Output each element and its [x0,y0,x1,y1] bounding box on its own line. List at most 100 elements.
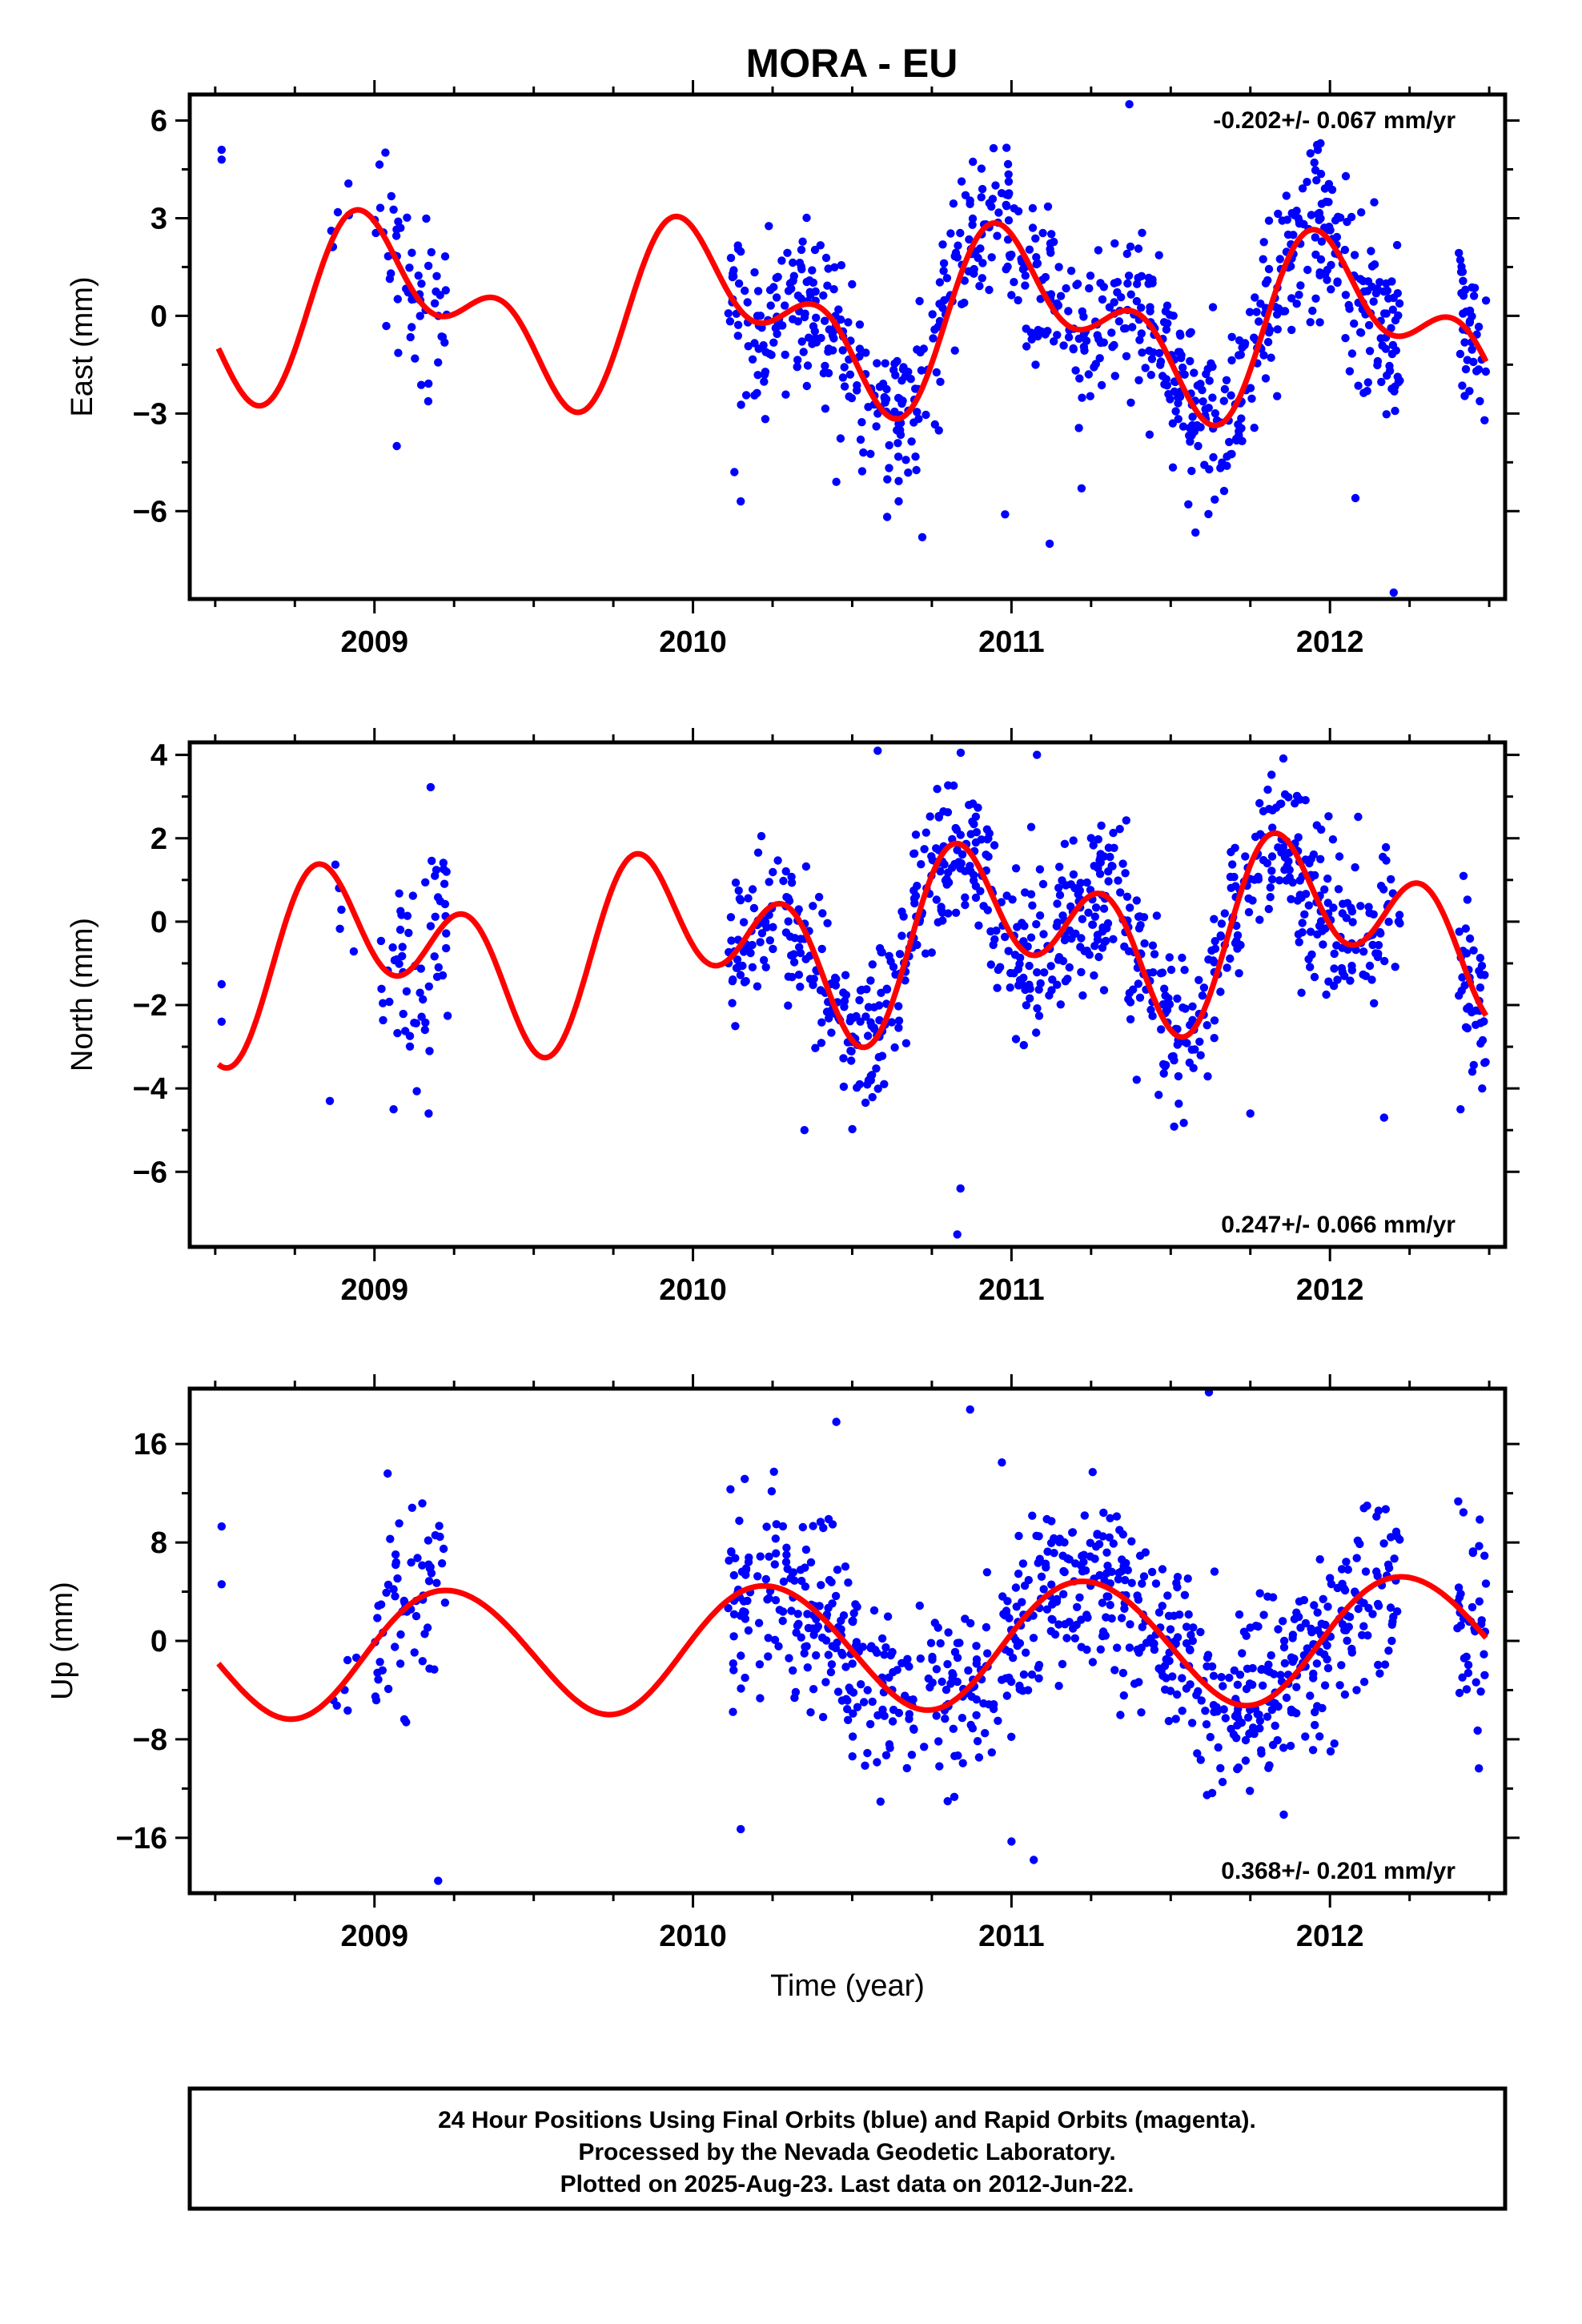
data-point [408,323,416,332]
data-point [1195,975,1203,985]
data-point [1292,300,1301,308]
data-point [1006,983,1014,992]
data-point [1186,1630,1195,1639]
data-point [827,1660,837,1669]
data-point [379,999,387,1007]
data-point [439,1544,448,1554]
data-point [395,889,404,898]
data-point [1078,991,1087,1000]
data-point [994,208,1003,217]
data-point [790,934,800,943]
data-point [973,1737,982,1746]
data-point [759,955,769,965]
data-point [790,1693,799,1703]
data-point [1476,1515,1484,1524]
data-point [812,313,821,322]
data-point [737,497,745,506]
data-point [853,1703,862,1711]
data-point [753,848,763,857]
data-point [946,229,955,238]
data-point [1148,1011,1157,1020]
data-point [1265,1667,1275,1676]
data-point [750,267,759,277]
y-tick-label: −6 [133,495,167,529]
data-point [1237,436,1246,445]
data-point [1198,991,1207,1000]
data-point [1066,267,1076,275]
data-point [987,1748,997,1757]
data-point [1180,370,1189,379]
data-point [797,245,806,255]
data-point [983,906,993,915]
data-point [1099,904,1109,913]
data-point [1149,968,1158,977]
data-point [1320,1681,1330,1690]
data-point [998,1592,1007,1601]
data-point [1162,325,1171,334]
data-point [1347,349,1357,358]
data-point [1476,396,1484,406]
data-point [1068,1528,1077,1538]
data-point [1392,240,1402,250]
tick-marks [175,80,1520,613]
data-point [1106,852,1114,862]
data-point [1264,216,1274,225]
data-point [1196,1755,1206,1764]
data-point [1029,1634,1038,1642]
data-point [1098,943,1107,952]
data-point [882,513,892,521]
data-point [724,1603,733,1613]
data-point [1114,1574,1123,1584]
data-point [961,900,970,910]
data-point [1028,223,1038,232]
x-tick-label: 2011 [978,625,1044,659]
data-point [1283,230,1293,239]
data-point [1364,903,1373,911]
data-point [953,846,962,854]
data-point [914,414,923,424]
data-points [217,746,1490,1239]
data-point [837,261,846,270]
data-point [1340,1690,1350,1699]
data-point [1329,981,1339,991]
data-point [1341,171,1351,181]
data-point [983,834,992,844]
data-point [1363,1631,1372,1640]
data-point [989,143,998,153]
data-point [1384,1563,1394,1573]
data-point [1170,1611,1178,1620]
data-point [1095,856,1104,865]
data-point [1345,1612,1355,1622]
data-point [877,947,885,957]
data-point [972,1642,981,1651]
data-point [1164,390,1173,399]
data-point [1459,1508,1468,1517]
data-point [837,1616,845,1626]
data-point [1060,1567,1069,1577]
data-point [1122,249,1132,259]
data-point [1109,828,1118,838]
data-point [816,1518,825,1526]
data-point [383,1469,392,1478]
data-point [1255,1724,1264,1733]
data-point [406,332,415,342]
data-point [1315,208,1324,218]
data-point [930,1618,940,1627]
data-point [943,1659,952,1669]
data-point [938,240,947,249]
data-point [993,983,1002,992]
data-point [1106,1601,1114,1610]
data-point [1188,1002,1197,1011]
data-point [391,1642,400,1651]
data-point [913,408,921,416]
data-point [855,344,865,353]
data-point [937,906,946,915]
data-point [1481,367,1491,376]
data-point [408,891,417,900]
data-point [410,1019,419,1027]
data-point [882,984,891,993]
data-point [833,1687,843,1696]
data-point [1250,333,1259,342]
data-point [974,803,982,812]
